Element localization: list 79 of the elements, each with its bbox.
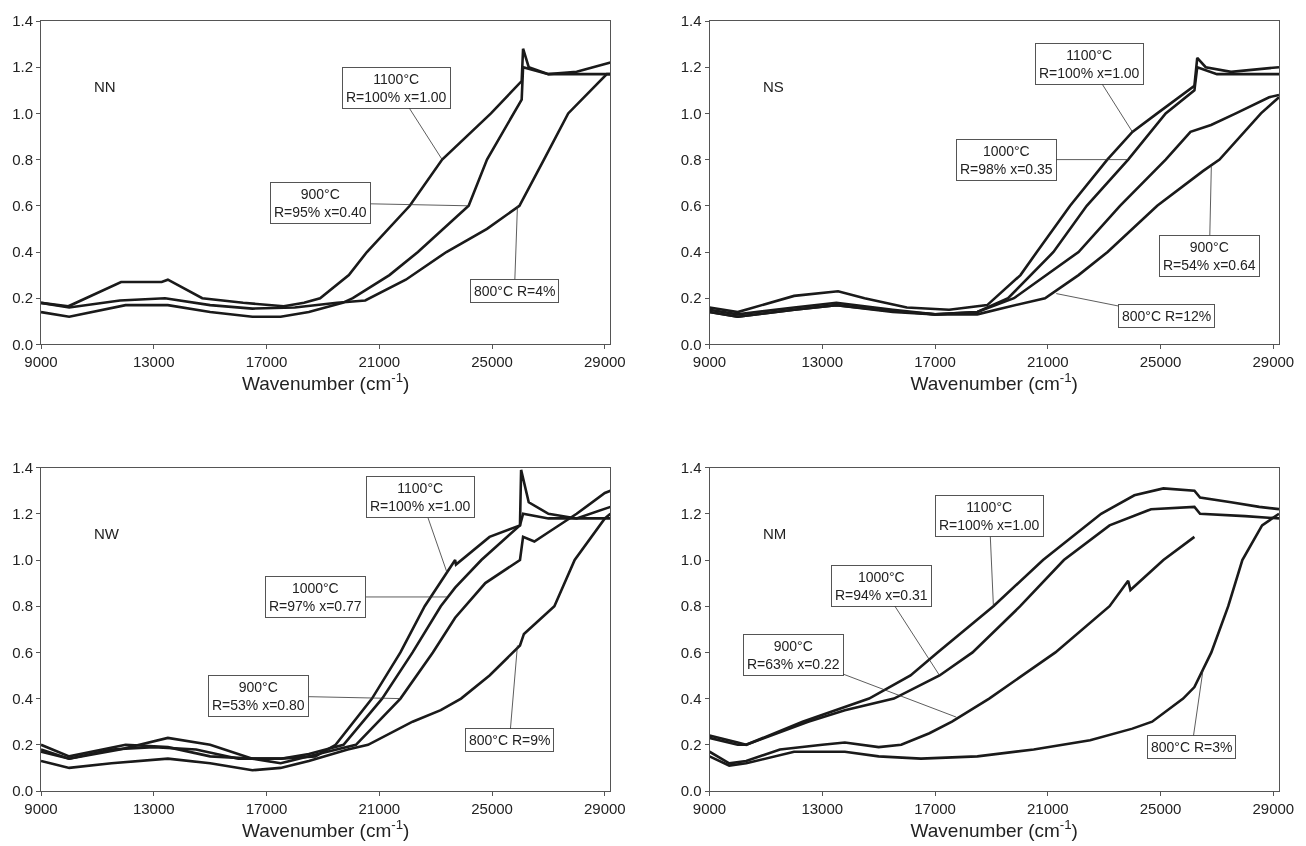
x-tick-label: 9000 [692,353,727,371]
y-tick-label: 1.2 [12,58,33,76]
x-tick-label: 25000 [1139,353,1182,371]
y-tick-label: 0.0 [680,782,702,800]
y-tick-label: 0.4 [12,689,33,707]
annotation: 1100°C R=100% x=1.00 [346,71,447,106]
x-tick-label: 9000 [692,800,727,817]
x-axis-title: Wavenumber (cm$^{-1}$) [910,370,1078,395]
y-tick-label: 1.2 [680,505,702,523]
x-axis-title: Wavenumber (cm$^{-1}$) [242,817,410,841]
x-tick-label: 17000 [914,800,956,817]
annotation: 900°C R=53% x=0.80 [212,679,305,714]
y-tick-label: 1.4 [680,458,702,476]
y-tick-label: 0.4 [680,689,702,707]
y-tick-label: 0.2 [12,736,33,754]
annotation: NM [763,525,787,542]
x-tick-label: 29000 [583,800,626,817]
x-tick-label: 25000 [471,353,513,371]
annotation: 900°C R=95% x=0.40 [274,186,367,221]
y-tick-label: 0.8 [680,597,702,615]
x-axis-title: Wavenumber (cm$^{-1}$) [910,817,1078,841]
y-tick-label: 1.2 [12,505,33,523]
annotation: 1100°C R=100% x=1.00 [939,499,1040,534]
x-tick-label: 29000 [583,353,626,371]
annotation: 1000°C R=97% x=0.77 [269,580,362,615]
x-axis-title: Wavenumber (cm$^{-1}$) [242,370,410,395]
x-tick-label: 17000 [245,353,288,371]
annotation: 800°C R=12% [1122,308,1212,324]
x-tick-label: 25000 [1139,800,1182,817]
annotation: 900°C R=63% x=0.22 [747,638,840,673]
y-tick-label: 0.0 [12,782,33,800]
x-tick-label: 13000 [801,800,844,817]
x-tick-label: 21000 [358,800,401,817]
y-tick-label: 0.4 [680,243,702,261]
y-tick-label: 0.0 [680,335,702,353]
annotation: NS [763,78,784,95]
y-tick-label: 0.6 [680,197,702,215]
y-tick-label: 0.2 [12,289,33,307]
y-tick-label: 1.0 [12,551,33,569]
x-tick-label: 29000 [1252,800,1295,817]
y-tick-label: 1.2 [680,58,702,76]
x-tick-label: 29000 [1252,353,1295,371]
y-tick-label: 0.2 [680,736,702,754]
y-tick-label: 0.6 [12,643,33,661]
y-tick-label: 0.8 [680,150,702,168]
y-tick-label: 1.0 [12,104,33,122]
y-tick-label: 1.4 [680,12,702,30]
annotation: 1000°C R=94% x=0.31 [835,569,928,604]
x-tick-label: 9000 [24,800,58,817]
annotation: 1100°C R=100% x=1.00 [1039,47,1140,82]
y-tick-label: 0.6 [12,197,33,215]
annotation: 1000°C R=98% x=0.35 [960,143,1053,178]
annotation: 1100°C R=100% x=1.00 [370,480,471,515]
y-tick-label: 0.6 [680,643,702,661]
y-tick-label: 0.2 [680,289,702,307]
y-tick-label: 1.4 [12,458,33,476]
y-tick-label: 1.4 [12,12,33,30]
x-tick-label: 13000 [801,353,844,371]
annotation: NW [94,525,120,542]
x-tick-label: 25000 [471,800,513,817]
y-tick-label: 1.0 [680,551,702,569]
x-tick-label: 17000 [245,800,288,817]
x-tick-label: 21000 [358,353,401,371]
x-tick-label: 9000 [24,353,58,371]
y-tick-label: 1.0 [680,104,702,122]
y-tick-label: 0.8 [12,597,33,615]
y-tick-label: 0.4 [12,243,33,261]
x-tick-label: 13000 [132,800,175,817]
x-tick-label: 21000 [1026,800,1069,817]
y-tick-label: 0.0 [12,335,33,353]
annotation: 900°C R=54% x=0.64 [1163,239,1256,274]
x-tick-label: 13000 [132,353,175,371]
x-tick-label: 21000 [1026,353,1069,371]
annotation: NN [94,78,116,95]
annotation: 800°C R=4% [474,283,556,299]
annotation: 800°C R=3% [1151,739,1233,755]
y-tick-label: 0.8 [12,150,33,168]
x-tick-label: 17000 [914,353,956,371]
annotation: 800°C R=9% [469,732,551,748]
